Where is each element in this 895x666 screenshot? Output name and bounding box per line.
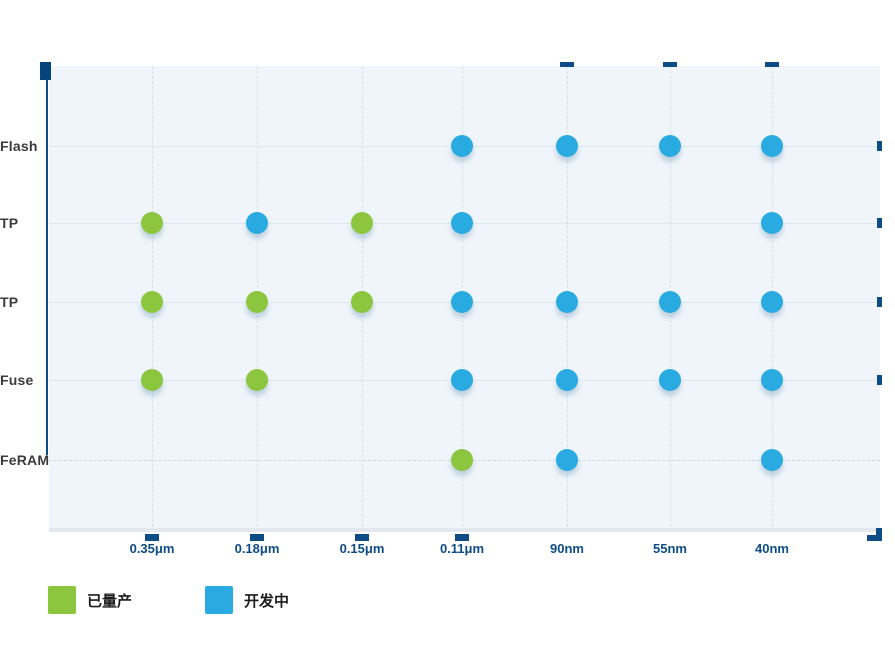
data-point[interactable] <box>761 291 783 313</box>
x-axis-label: 55nm <box>653 541 687 556</box>
data-point[interactable] <box>451 449 473 471</box>
data-point[interactable] <box>451 291 473 313</box>
y-axis-label: Fuse <box>0 372 34 388</box>
data-point[interactable] <box>556 135 578 157</box>
data-point[interactable] <box>351 212 373 234</box>
data-point[interactable] <box>761 369 783 391</box>
legend-label: 已量产 <box>87 592 133 610</box>
x-axis-label: 90nm <box>550 541 584 556</box>
legend-item-mass-production[interactable]: 已量产 <box>48 586 132 614</box>
x-axis-top-tick <box>663 62 677 67</box>
y-axis-right-tick <box>877 141 882 151</box>
x-axis-tick <box>250 534 264 541</box>
x-axis-label: 0.15μm <box>339 541 385 556</box>
x-axis-label: 0.11μm <box>439 541 485 556</box>
y-axis-label: FeRAM <box>0 452 50 468</box>
legend-swatch-blue <box>205 586 233 614</box>
y-axis-right-tick <box>877 297 882 307</box>
x-axis-label: 0.35μm <box>129 541 175 556</box>
corner-mark <box>867 535 882 541</box>
x-axis-tick <box>355 534 369 541</box>
corner-mark <box>876 528 882 541</box>
data-point[interactable] <box>246 369 268 391</box>
x-axis-tick <box>145 534 159 541</box>
data-point[interactable] <box>141 369 163 391</box>
y-axis-right-tick <box>877 218 882 228</box>
data-point[interactable] <box>451 212 473 234</box>
data-point[interactable] <box>246 291 268 313</box>
data-point[interactable] <box>556 291 578 313</box>
data-point[interactable] <box>451 135 473 157</box>
data-point[interactable] <box>761 449 783 471</box>
data-point[interactable] <box>451 369 473 391</box>
x-axis-baseline <box>49 528 880 532</box>
y-axis-cap <box>40 62 51 80</box>
y-axis-label: Flash <box>0 138 38 154</box>
data-point[interactable] <box>556 449 578 471</box>
y-axis-label: TP <box>0 294 19 310</box>
data-point[interactable] <box>246 212 268 234</box>
data-point[interactable] <box>141 291 163 313</box>
data-point[interactable] <box>556 369 578 391</box>
data-point[interactable] <box>659 135 681 157</box>
y-axis-line <box>46 78 48 455</box>
x-axis-tick <box>455 534 469 541</box>
data-point[interactable] <box>141 212 163 234</box>
x-axis-label: 0.18μm <box>234 541 280 556</box>
data-point[interactable] <box>351 291 373 313</box>
x-axis-label: 40nm <box>755 541 789 556</box>
data-point[interactable] <box>659 369 681 391</box>
x-axis-top-tick <box>765 62 779 67</box>
data-point[interactable] <box>659 291 681 313</box>
y-axis-right-tick <box>877 375 882 385</box>
data-point[interactable] <box>761 212 783 234</box>
legend-item-in-development[interactable]: 开发中 <box>205 586 289 614</box>
data-point[interactable] <box>761 135 783 157</box>
legend-label: 开发中 <box>244 592 290 610</box>
x-axis-top-tick <box>560 62 574 67</box>
y-axis-label: TP <box>0 215 19 231</box>
legend-swatch-green <box>48 586 76 614</box>
